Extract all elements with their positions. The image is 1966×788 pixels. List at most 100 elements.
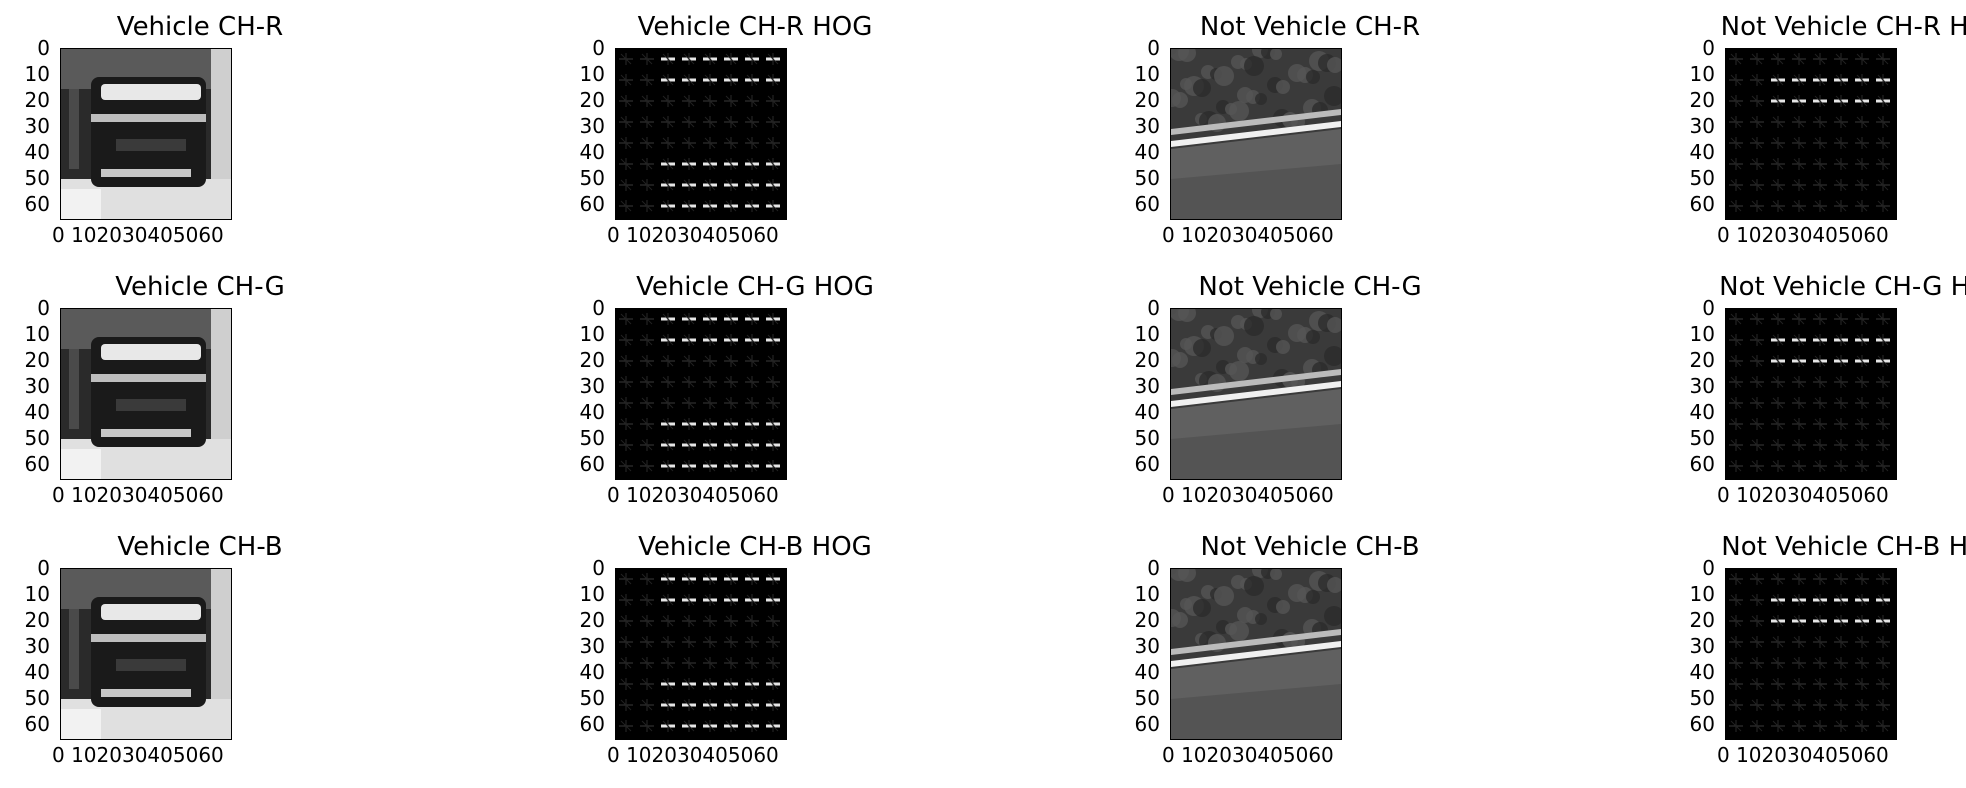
- y-tick-label: 10: [1689, 62, 1715, 86]
- image-plot: [60, 308, 232, 480]
- y-tick-label: 50: [579, 426, 605, 450]
- y-tick-label: 10: [579, 582, 605, 606]
- subplot-road-g: Not Vehicle CH-G 0 10 20 30 40 50 60 0 102030405…: [1110, 270, 1510, 520]
- y-tick-label: 10: [1689, 322, 1715, 346]
- image-plot: [615, 308, 787, 480]
- subplot-road-b: Not Vehicle CH-B 0 10 20 30 40 50 60 0 102030405…: [1110, 530, 1510, 780]
- y-tick-label: 20: [1134, 608, 1160, 632]
- subplot-carhog-g: Vehicle CH-G HOG 0 10 20 30 40 50 60 0 102030405…: [555, 270, 955, 520]
- image-plot: [1725, 568, 1897, 740]
- y-tick-label: 30: [24, 634, 50, 658]
- y-tick-label: 60: [579, 712, 605, 736]
- subplot-title: Vehicle CH-G HOG: [636, 272, 874, 302]
- y-tick-label: 60: [1689, 712, 1715, 736]
- y-tick-label: 10: [1134, 582, 1160, 606]
- hog-feature-image: [1726, 49, 1896, 219]
- y-tick-label: 50: [579, 166, 605, 190]
- x-tick-labels: 0 102030405060: [1717, 743, 1889, 767]
- subplot-car-g: Vehicle CH-G 0 10 20 30 40 50 60 0 102030405060: [0, 270, 400, 520]
- x-tick-labels: 0 102030405060: [52, 743, 224, 767]
- y-tick-label: 30: [24, 374, 50, 398]
- x-tick-labels: 0 102030405060: [52, 483, 224, 507]
- y-tick-label: 40: [24, 660, 50, 684]
- y-tick-label: 20: [24, 608, 50, 632]
- channel-image: [61, 49, 231, 219]
- subplot-title: Not Vehicle CH-B: [1200, 532, 1420, 562]
- image-plot: [1170, 308, 1342, 480]
- y-tick-label: 20: [579, 608, 605, 632]
- channel-image: [61, 309, 231, 479]
- hog-feature-image: [616, 569, 786, 739]
- x-tick-labels: 0 102030405060: [607, 743, 779, 767]
- y-tick-label: 30: [1134, 374, 1160, 398]
- y-tick-label: 10: [24, 62, 50, 86]
- y-tick-label: 0: [37, 556, 50, 580]
- y-tick-label: 30: [1134, 634, 1160, 658]
- subplot-carhog-r: Vehicle CH-R HOG 0 10 20 30 40 50 60 0 102030405…: [555, 10, 955, 260]
- y-tick-label: 0: [592, 36, 605, 60]
- y-tick-label: 40: [24, 140, 50, 164]
- subplot-title: Not Vehicle CH-R HOG: [1720, 12, 1966, 42]
- y-tick-label: 10: [24, 322, 50, 346]
- channel-image: [1171, 569, 1341, 739]
- subplot-car-b: Vehicle CH-B 0 10 20 30 40 50 60 0 102030405060: [0, 530, 400, 780]
- y-tick-label: 50: [1689, 166, 1715, 190]
- y-tick-label: 20: [1134, 88, 1160, 112]
- image-plot: [615, 568, 787, 740]
- y-tick-label: 0: [592, 556, 605, 580]
- subplot-road-r: Not Vehicle CH-R 0 10 20 30 40 50 60 0 102030405…: [1110, 10, 1510, 260]
- image-plot: [60, 48, 232, 220]
- x-tick-labels: 0 102030405060: [1717, 483, 1889, 507]
- y-tick-label: 60: [579, 192, 605, 216]
- subplot-title: Vehicle CH-G: [115, 272, 285, 302]
- y-tick-label: 60: [579, 452, 605, 476]
- x-tick-labels: 0 102030405060: [607, 223, 779, 247]
- image-plot: [1725, 308, 1897, 480]
- y-tick-label: 0: [1147, 556, 1160, 580]
- y-tick-label: 40: [1689, 660, 1715, 684]
- y-tick-label: 30: [579, 114, 605, 138]
- y-tick-label: 20: [1134, 348, 1160, 372]
- y-tick-label: 40: [579, 660, 605, 684]
- y-tick-label: 0: [37, 36, 50, 60]
- y-tick-label: 20: [1689, 88, 1715, 112]
- x-tick-labels: 0 102030405060: [1717, 223, 1889, 247]
- x-tick-labels: 0 102030405060: [1162, 483, 1334, 507]
- y-tick-label: 20: [579, 88, 605, 112]
- y-tick-label: 40: [1689, 400, 1715, 424]
- hog-feature-image: [616, 49, 786, 219]
- y-tick-label: 20: [24, 348, 50, 372]
- subplot-title: Not Vehicle CH-R: [1199, 12, 1421, 42]
- y-tick-label: 50: [1134, 166, 1160, 190]
- x-tick-labels: 0 102030405060: [1162, 743, 1334, 767]
- y-tick-label: 60: [1134, 712, 1160, 736]
- subplot-title: Not Vehicle CH-G: [1198, 272, 1422, 302]
- y-tick-label: 0: [37, 296, 50, 320]
- y-tick-label: 10: [579, 62, 605, 86]
- subplot-car-r: Vehicle CH-R 0 10 20 30 40 50 60 0 102030405060: [0, 10, 400, 260]
- y-tick-label: 10: [1134, 62, 1160, 86]
- y-tick-label: 50: [1134, 426, 1160, 450]
- y-tick-label: 0: [1147, 36, 1160, 60]
- channel-image: [1171, 309, 1341, 479]
- image-plot: [1170, 568, 1342, 740]
- y-tick-label: 30: [1689, 114, 1715, 138]
- y-tick-label: 30: [24, 114, 50, 138]
- hog-feature-image: [1726, 309, 1896, 479]
- y-tick-label: 30: [1689, 374, 1715, 398]
- y-tick-label: 60: [1689, 192, 1715, 216]
- y-tick-label: 20: [1689, 608, 1715, 632]
- y-tick-label: 30: [579, 374, 605, 398]
- y-tick-label: 40: [1689, 140, 1715, 164]
- subplot-title: Vehicle CH-R: [116, 12, 284, 42]
- x-tick-labels: 0 102030405060: [1162, 223, 1334, 247]
- y-tick-label: 40: [1134, 140, 1160, 164]
- subplot-title: Not Vehicle CH-B HOG: [1721, 532, 1966, 562]
- y-tick-label: 40: [579, 400, 605, 424]
- y-tick-label: 10: [579, 322, 605, 346]
- y-tick-label: 50: [24, 686, 50, 710]
- channel-image: [61, 569, 231, 739]
